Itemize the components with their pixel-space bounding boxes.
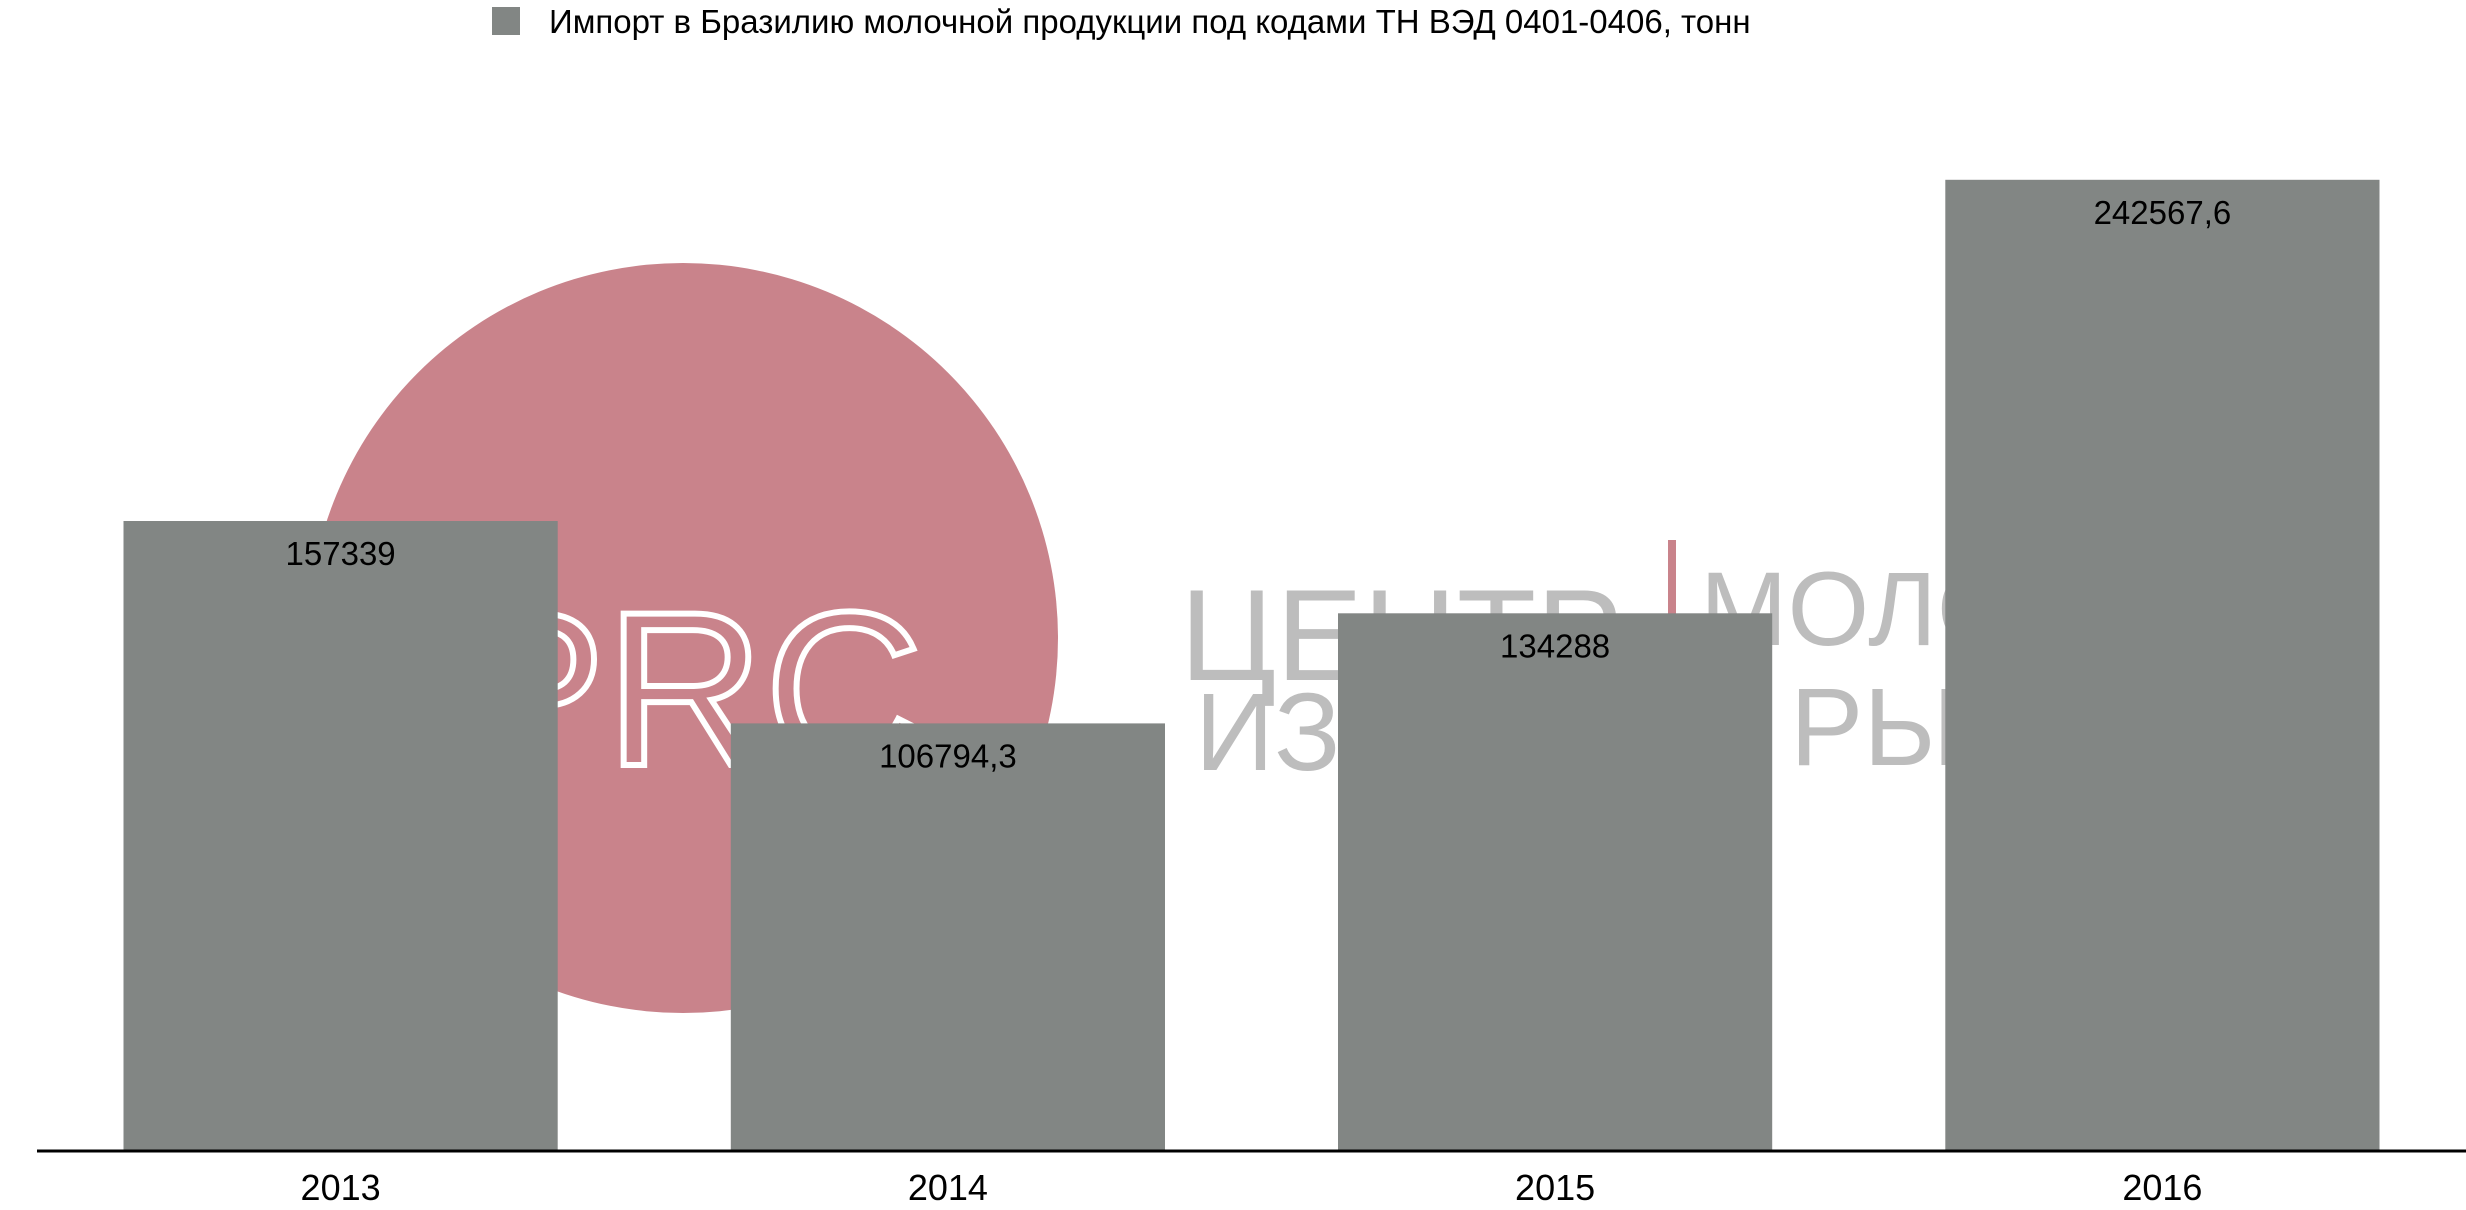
bars-group [123, 179, 2380, 1152]
data-label-2016: 242567,6 [2094, 194, 2232, 231]
x-tick-labels-group: 2013 2014 2015 2016 [301, 1167, 2203, 1208]
x-tick-label-2015: 2015 [1515, 1167, 1595, 1208]
x-tick-label-2013: 2013 [301, 1167, 381, 1208]
data-label-2013: 157339 [286, 535, 396, 572]
legend-label: Импорт в Бразилию молочной продукции под… [549, 3, 1751, 40]
watermark-logo: DPRC ЦЕНТР МОЛО ИЗУ РЫН [297, 263, 2040, 1013]
legend-swatch [492, 7, 520, 35]
data-label-2014: 106794,3 [879, 737, 1017, 774]
bar-2016 [1945, 179, 2380, 1152]
bar-2014 [730, 723, 1165, 1151]
x-tick-label-2014: 2014 [908, 1167, 988, 1208]
bar-2015 [1338, 613, 1773, 1151]
bar-2013 [123, 521, 558, 1151]
data-label-2015: 134288 [1500, 627, 1610, 664]
x-tick-label-2016: 2016 [2122, 1167, 2202, 1208]
data-labels-group: 157339 106794,3 134288 242567,6 [286, 194, 2232, 775]
legend: Импорт в Бразилию молочной продукции под… [492, 3, 1751, 40]
